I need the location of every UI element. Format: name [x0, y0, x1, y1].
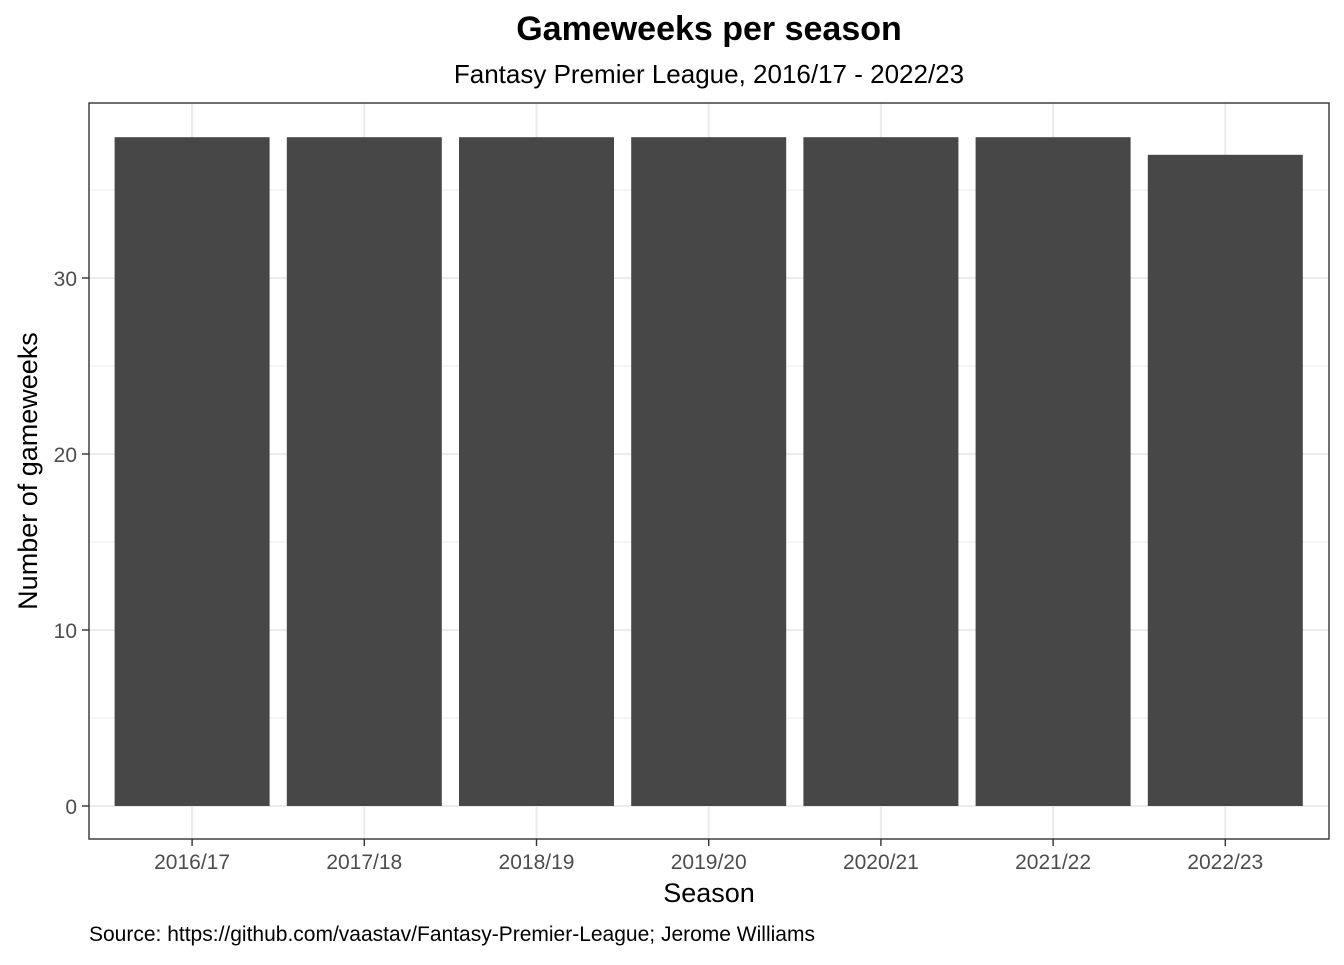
x-tick-label: 2021/22	[1015, 851, 1091, 874]
chart-title: Gameweeks per season	[516, 10, 902, 48]
y-axis: 0 10 20 30	[54, 268, 89, 819]
x-tick-label: 2019/20	[671, 851, 747, 874]
chart-caption: Source: https://github.com/vaastav/Fanta…	[89, 923, 815, 946]
x-tick-label: 2018/19	[499, 851, 575, 874]
y-axis-label: Number of gameweeks	[13, 332, 43, 610]
bar-2018-19	[459, 137, 614, 806]
x-tick-label: 2016/17	[154, 851, 230, 874]
chart-subtitle: Fantasy Premier League, 2016/17 - 2022/2…	[454, 59, 964, 89]
bars	[114, 137, 1303, 807]
x-axis: 2016/17 2017/18 2018/19 2019/20 2020/21 2021/…	[154, 839, 1263, 874]
y-tick-label: 10	[54, 620, 77, 643]
y-tick-label: 20	[54, 444, 77, 467]
bar-2022-23	[1147, 154, 1303, 807]
y-tick-label: 30	[54, 268, 77, 291]
x-axis-label: Season	[663, 878, 755, 908]
x-tick-label: 2022/23	[1187, 851, 1263, 874]
bar-2019-20	[631, 137, 787, 806]
bar-2017-18	[286, 137, 442, 806]
bar-2021-22	[975, 137, 1131, 806]
bar-2020-21	[803, 137, 959, 806]
bar-2016-17	[114, 137, 270, 806]
x-tick-label: 2020/21	[843, 851, 919, 874]
x-tick-label: 2017/18	[326, 851, 402, 874]
y-tick-label: 0	[65, 796, 77, 819]
